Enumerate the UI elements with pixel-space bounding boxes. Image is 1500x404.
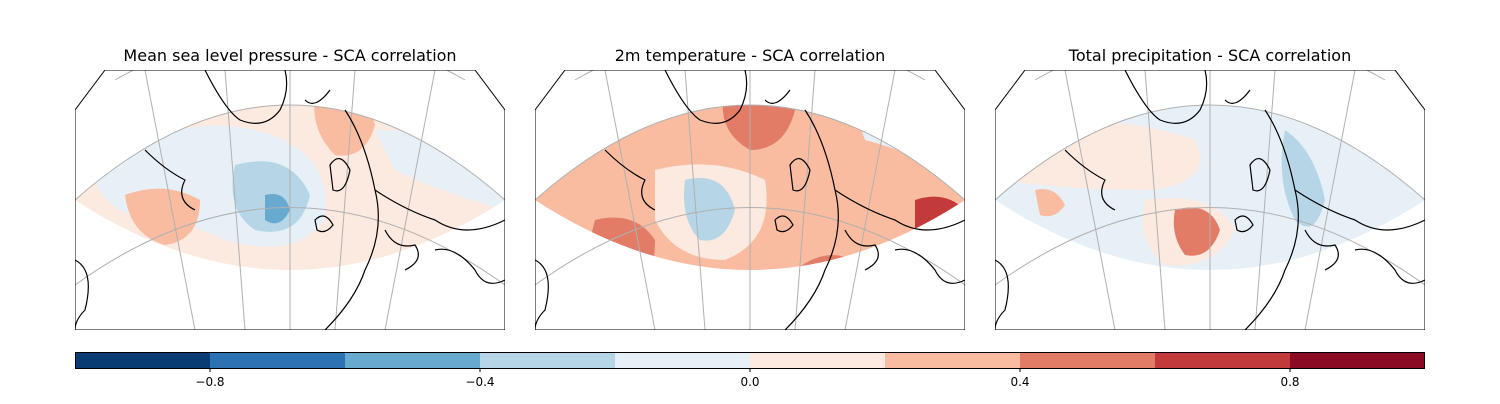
- colorbar-tick-label: −0.4: [465, 375, 494, 389]
- field-region-strong-positive-north: [722, 105, 795, 150]
- colorbar-segment: [345, 352, 480, 368]
- panel-msl: Mean sea level pressure - SCA correlatio…: [75, 40, 505, 340]
- panel-title-msl: Mean sea level pressure - SCA correlatio…: [123, 46, 457, 65]
- graticule: [75, 70, 505, 330]
- panel-tp: Total precipitation - SCA correlation: [995, 40, 1425, 340]
- colorbar-segment: [1020, 352, 1155, 368]
- field-region-positive-center: [1173, 207, 1220, 256]
- coastline: [535, 70, 965, 330]
- colorbar-tick-label: 0.8: [1280, 375, 1299, 389]
- colorbar-tick-label: 0.0: [740, 375, 759, 389]
- colorbar-segment: [615, 352, 750, 368]
- map-msl: [75, 70, 505, 330]
- coastline: [75, 70, 505, 330]
- field-region-negative-europe: [1281, 130, 1325, 227]
- colorbar-segment: [750, 352, 885, 368]
- field-region-positive-west: [125, 188, 200, 245]
- colorbar-svg: −0.8 −0.4 0.0 0.4 0.8: [75, 352, 1425, 389]
- panel-t2m: 2m temperature - SCA correlation: [535, 40, 965, 340]
- field-region-negative-med: [1325, 247, 1405, 270]
- field-region-very-strong-africa: [815, 288, 845, 327]
- colorbar-segment: [210, 352, 345, 368]
- colorbar: −0.8 −0.4 0.0 0.4 0.8: [75, 352, 1425, 400]
- map-tp: [995, 70, 1425, 330]
- field-region-strong-positive-africa: [795, 255, 865, 270]
- map-t2m: [535, 70, 965, 330]
- graticule: [995, 70, 1425, 330]
- panel-title-tp: Total precipitation - SCA correlation: [1068, 46, 1352, 65]
- colorbar-segment: [885, 352, 1020, 368]
- field-region-strong-positive-west: [585, 217, 655, 270]
- panel-title-t2m: 2m temperature - SCA correlation: [614, 46, 886, 65]
- colorbar-segment: [480, 352, 615, 368]
- colorbar-segment: [1155, 352, 1290, 368]
- field-region-positive-west: [1035, 189, 1065, 217]
- colorbar-segment: [1290, 352, 1425, 368]
- coastline: [995, 70, 1425, 330]
- colorbar-tick-label: −0.8: [195, 375, 224, 389]
- field-region-weak-positive-north: [995, 122, 1200, 190]
- colorbar-segment: [75, 352, 210, 368]
- colorbar-tick-label: 0.4: [1010, 375, 1029, 389]
- field-region-strong-negative: [265, 194, 290, 224]
- graticule: [535, 70, 965, 330]
